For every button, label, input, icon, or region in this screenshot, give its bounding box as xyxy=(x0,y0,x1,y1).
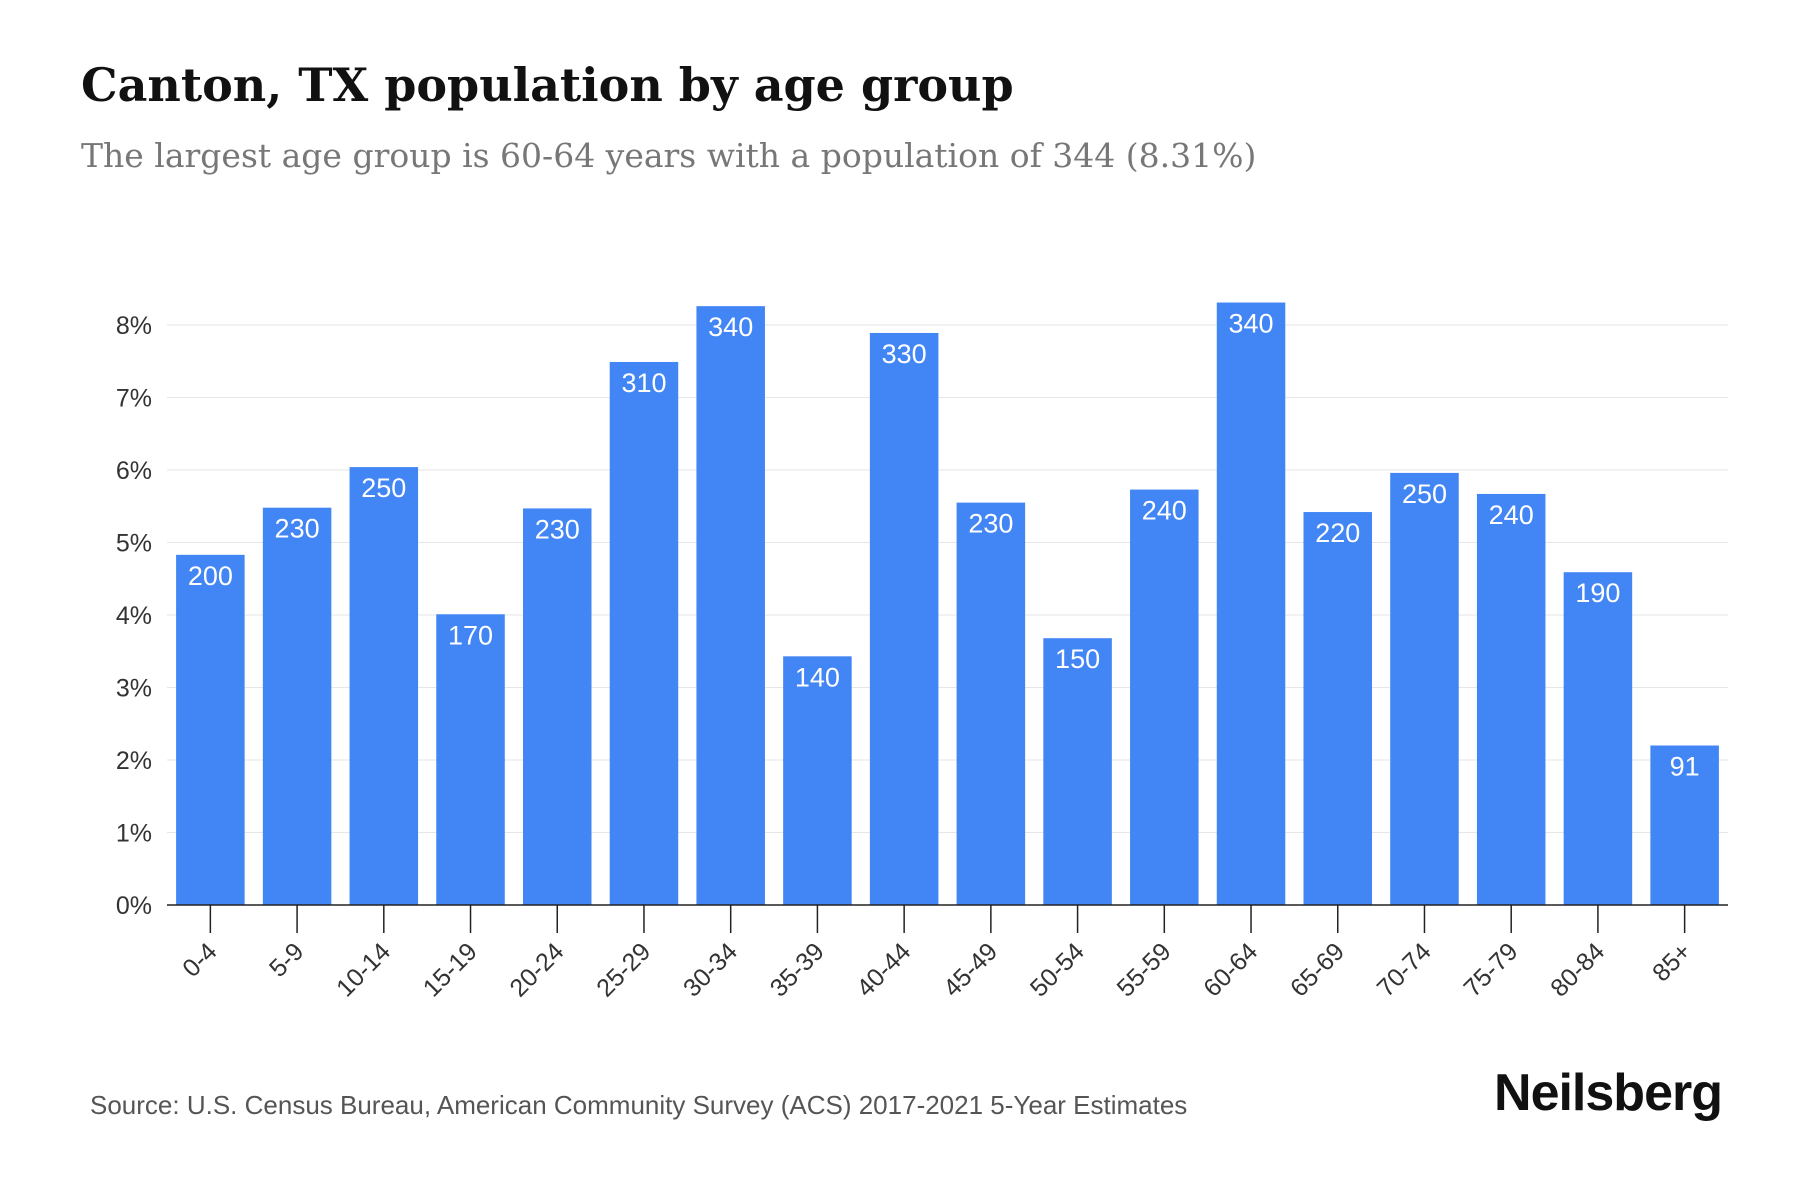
x-tick-label: 15-19 xyxy=(418,937,483,1002)
y-tick-label: 5% xyxy=(116,530,152,558)
bar xyxy=(1303,512,1373,905)
bar-value-label: 220 xyxy=(1315,518,1360,548)
bar xyxy=(1390,472,1459,905)
bar xyxy=(609,361,679,906)
x-tick-label: 75-79 xyxy=(1458,937,1523,1002)
bar xyxy=(1043,638,1112,905)
bar-value-label: 250 xyxy=(1402,479,1447,509)
x-tick-label: 10-14 xyxy=(331,937,396,1002)
y-tick-label: 3% xyxy=(116,675,152,703)
bar-value-label: 330 xyxy=(882,339,927,369)
bar xyxy=(436,614,505,905)
bar xyxy=(1563,572,1633,905)
bar-value-label: 340 xyxy=(708,312,753,342)
x-axis xyxy=(167,904,1728,933)
bar xyxy=(696,306,765,905)
brand-logo: Neilsberg xyxy=(1494,1064,1723,1122)
bar-value-label: 240 xyxy=(1489,500,1534,530)
x-tick-label: 40-44 xyxy=(851,937,916,1002)
x-tick-label: 70-74 xyxy=(1372,937,1437,1002)
x-tick-label: 55-59 xyxy=(1112,937,1177,1002)
y-tick-label: 2% xyxy=(116,747,152,775)
y-tick-label: 6% xyxy=(116,457,152,485)
y-axis-ticks: 0% 1% 2% 3% 4% 5% 6% 7% 8% xyxy=(116,312,152,920)
bar-value-label: 91 xyxy=(1670,752,1700,782)
bar xyxy=(522,508,592,905)
bar xyxy=(869,332,939,906)
x-tick-label: 5-9 xyxy=(264,937,309,982)
y-tick-label: 0% xyxy=(116,892,152,920)
bar-value-label: 240 xyxy=(1142,496,1187,526)
x-tick-label: 20-24 xyxy=(504,937,569,1002)
bar-value-label: 230 xyxy=(275,514,320,544)
x-tick-label: 35-39 xyxy=(765,937,830,1002)
bar xyxy=(956,502,1026,905)
y-tick-label: 4% xyxy=(116,602,152,630)
x-tick-label: 0-4 xyxy=(177,937,222,982)
bar-value-label: 140 xyxy=(795,662,840,692)
x-tick-label: 80-84 xyxy=(1545,937,1610,1002)
bar-value-label: 200 xyxy=(188,561,233,591)
x-tick-label: 25-29 xyxy=(591,937,656,1002)
bar-value-label: 310 xyxy=(621,368,666,398)
bar-value-label: 230 xyxy=(968,509,1013,539)
x-tick-label: 45-49 xyxy=(938,937,1003,1002)
x-tick-label: 50-54 xyxy=(1025,937,1090,1002)
gridlines xyxy=(167,324,1728,833)
bar-value-label: 170 xyxy=(448,620,493,650)
y-tick-label: 7% xyxy=(116,385,152,413)
bar-value-label: 340 xyxy=(1228,309,1273,339)
source-note: Source: U.S. Census Bureau, American Com… xyxy=(90,1090,1188,1120)
bar xyxy=(1650,745,1719,905)
chart-title: Canton, TX population by age group xyxy=(81,58,1014,112)
bar xyxy=(349,467,419,905)
x-axis-labels: 0-4 5-9 10-14 15-19 20-24 25-29 30-34 35-39 40-4… xyxy=(177,937,1697,1002)
x-tick-label: 65-69 xyxy=(1285,937,1350,1002)
bar xyxy=(783,656,852,905)
bar xyxy=(1216,302,1286,905)
y-tick-label: 1% xyxy=(116,820,152,848)
x-tick-label: 30-34 xyxy=(678,937,743,1002)
bars xyxy=(176,302,1719,906)
bar-value-label: 250 xyxy=(361,473,406,503)
chart-subtitle: The largest age group is 60-64 years wit… xyxy=(81,136,1257,175)
bar-value-label: 150 xyxy=(1055,644,1100,674)
bar-value-label: 190 xyxy=(1575,578,1620,608)
y-tick-label: 8% xyxy=(116,312,152,340)
x-tick-label: 85+ xyxy=(1647,937,1697,987)
bar xyxy=(1476,493,1546,905)
bar xyxy=(1130,489,1199,905)
bar-value-label: 230 xyxy=(535,514,580,544)
bar xyxy=(176,554,245,905)
x-tick-label: 60-64 xyxy=(1198,937,1263,1002)
data-labels: 200 230 250 170 230 310 340 140 330 230 150 240 340 2… xyxy=(188,309,1700,782)
bar xyxy=(262,507,332,905)
